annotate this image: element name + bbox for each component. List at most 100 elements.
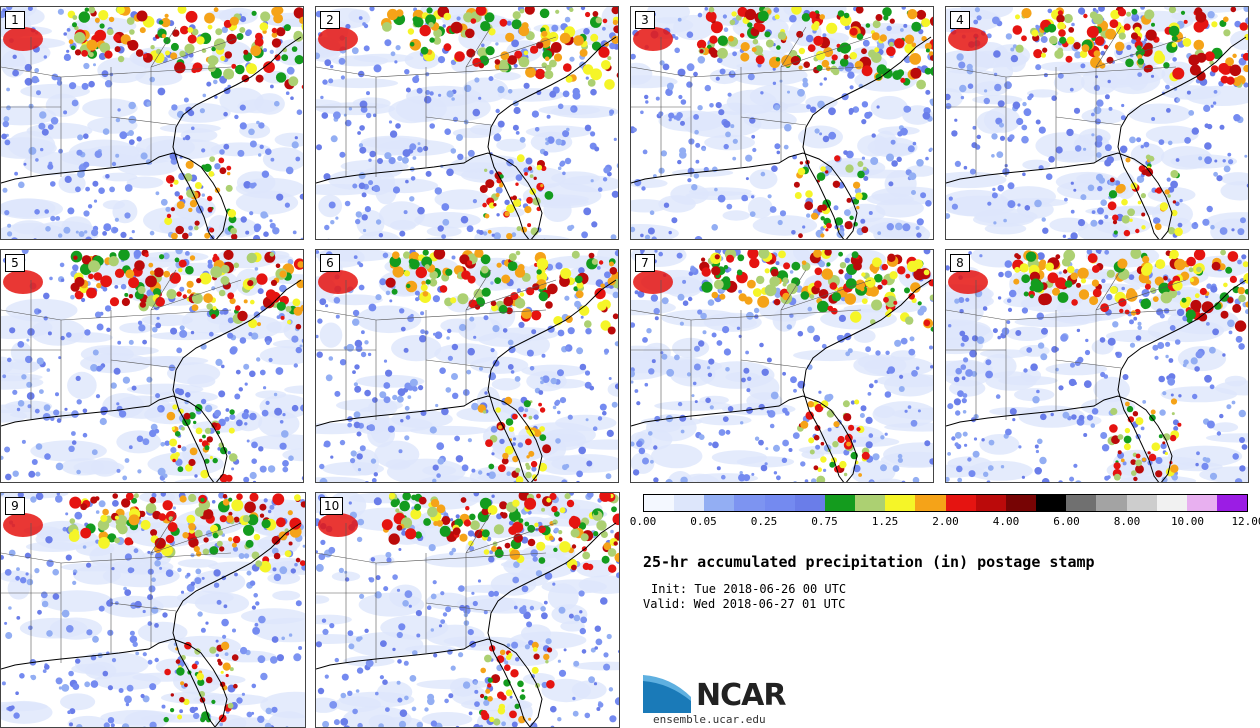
precip-cell [175,250,183,255]
precip-cell [224,652,229,656]
heavy-precip-cell [1057,47,1064,54]
precip-cell [338,57,346,65]
precip-cell [367,352,372,357]
heavy-precip-cell [88,7,96,14]
precip-cell [129,630,135,636]
precip-cell [751,472,755,476]
heavy-precip-cell [769,276,780,287]
heavy-precip-cell [1201,301,1214,314]
heavy-precip-cell [851,251,859,259]
precip-cell [1191,127,1199,135]
precip-cell [251,332,259,340]
precip-blob [1078,271,1127,280]
heavy-precip-cell [550,42,562,53]
precip-cell [576,470,583,478]
precip-cell [251,441,258,449]
precip-cell [747,73,755,81]
heavy-precip-cell [182,532,189,539]
precip-cell [1042,227,1049,234]
precip-cell [1091,112,1095,117]
precip-cell [252,182,257,187]
heavy-precip-cell [219,546,225,552]
precip-cell [50,117,59,125]
precip-cell [1021,124,1028,131]
heavy-precip-cell [587,79,596,87]
precip-cell [751,134,756,139]
convective-cell [1135,459,1142,467]
heavy-precip-cell [450,297,457,304]
precip-cell [359,593,365,599]
state-border [946,309,1007,321]
precip-cell [965,297,970,302]
precip-cell [78,231,85,237]
convective-cell [206,436,213,443]
state-border [150,36,242,68]
convective-cell [862,166,867,171]
convective-cell [820,400,829,408]
precip-blob [241,608,305,625]
heavy-precip-cell [701,267,711,277]
heavy-precip-cell [279,270,287,278]
precip-cell [773,471,778,475]
precip-cell [739,471,743,475]
precip-cell [118,410,127,418]
convective-cell [184,683,188,687]
precip-cell [85,236,92,239]
heavy-precip-cell [801,13,811,22]
precip-cell [687,178,692,183]
precip-cell [1035,24,1039,29]
state-border [150,269,177,311]
precip-cell [65,512,69,516]
precip-cell [93,63,96,67]
heavy-precip-cell [137,286,146,294]
precip-cell [1206,420,1215,429]
heavy-precip-cell [505,32,515,42]
precip-cell [1036,312,1044,320]
precip-cell [291,335,299,343]
precip-cell [747,376,752,381]
precip-cell [328,356,334,361]
precip-cell [1184,137,1191,144]
convective-cell [1113,462,1121,470]
precip-cell [129,635,138,644]
precip-cell [792,432,800,439]
precip-cell [9,327,16,334]
precip-blob [23,152,83,176]
convective-cell [820,204,828,211]
heavy-precip-cell [917,301,922,306]
heavy-precip-cell [433,36,442,45]
precip-cell [462,389,470,396]
precip-cell [353,382,358,387]
precip-cell [863,176,869,181]
precip-blob [736,456,795,468]
heavy-precip-cell [764,268,770,274]
heavy-precip-cell [923,319,931,327]
heavy-precip-cell [1064,280,1073,288]
precip-cell [946,265,950,271]
precip-cell [513,437,517,441]
precip-cell [6,105,11,111]
precip-cell [674,354,680,361]
precip-blob [135,68,183,86]
precip-cell [215,639,219,643]
precip-cell [451,373,458,380]
heavy-precip-cell [1079,50,1088,58]
heavy-precip-cell [524,7,535,15]
precip-cell [979,254,983,258]
heavy-precip-cell [108,16,115,23]
precip-cell [414,290,420,296]
precip-cell [69,722,73,727]
precip-cell [301,338,303,343]
convective-cell [1125,401,1130,407]
heavy-precip-cell [782,292,790,301]
heavy-precip-cell [521,308,532,319]
state-border [60,309,232,321]
precip-cell [654,316,659,321]
precip-cell [1071,414,1077,420]
precip-cell [929,147,933,151]
precip-cell [897,457,903,463]
precip-cell [584,370,591,376]
state-border [465,269,492,311]
precip-cell [285,726,289,727]
precip-cell [248,128,255,136]
